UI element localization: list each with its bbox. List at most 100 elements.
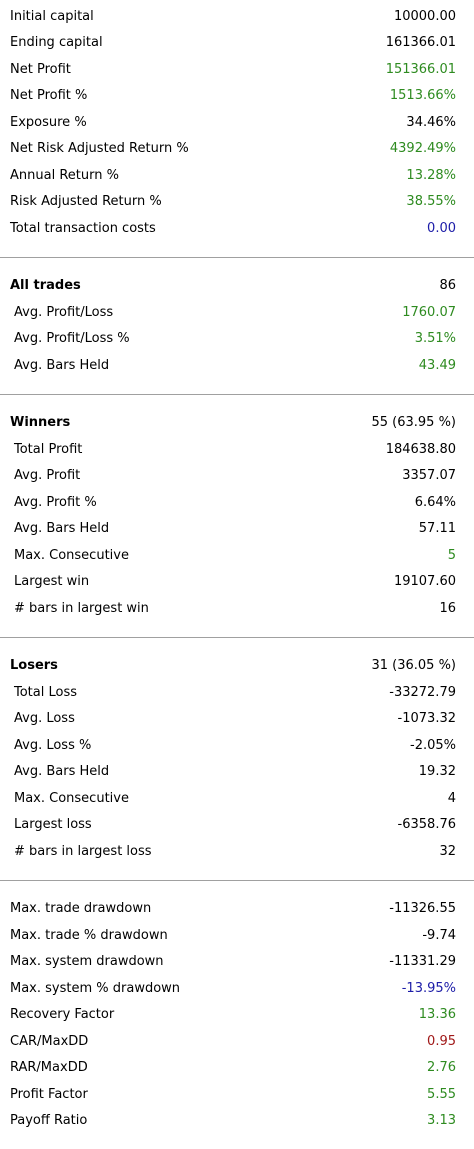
stat-value: 0.00 bbox=[427, 221, 456, 236]
stat-row: CAR/MaxDD 0.95 bbox=[0, 1028, 474, 1055]
stat-row: Winners 55 (63.95 %) bbox=[0, 410, 474, 437]
stat-label: Initial capital bbox=[10, 9, 94, 24]
stat-row: Total Loss-33272.79 bbox=[0, 679, 474, 706]
stat-value: 86 bbox=[439, 278, 456, 293]
stat-label: Total transaction costs bbox=[10, 221, 156, 236]
stat-label: Avg. Loss % bbox=[14, 738, 91, 753]
stat-value: 3357.07 bbox=[402, 468, 456, 483]
stat-label: Net Profit bbox=[10, 62, 71, 77]
stat-value: 34.46% bbox=[406, 115, 456, 130]
stat-row: Avg. Loss % -2.05% bbox=[0, 732, 474, 759]
stat-row: Max. system % drawdown-13.95% bbox=[0, 975, 474, 1002]
stat-value: 0.95 bbox=[427, 1034, 456, 1049]
stat-label: Net Profit % bbox=[10, 88, 87, 103]
stat-label: Max. trade drawdown bbox=[10, 901, 151, 916]
stat-label: # bars in largest loss bbox=[14, 844, 152, 859]
stat-value: 13.36 bbox=[419, 1007, 456, 1022]
stat-row: RAR/MaxDD 2.76 bbox=[0, 1055, 474, 1082]
stat-label: Profit Factor bbox=[10, 1087, 88, 1102]
stat-label: Avg. Bars Held bbox=[14, 764, 109, 779]
stat-value: 1760.07 bbox=[402, 305, 456, 320]
stat-label: Total Loss bbox=[14, 685, 77, 700]
stat-label: Losers bbox=[10, 658, 58, 673]
stat-row: Risk Adjusted Return % 38.55% bbox=[0, 189, 474, 216]
stat-value: 43.49 bbox=[419, 358, 456, 373]
stat-value: 31 (36.05 %) bbox=[371, 658, 456, 673]
stat-row: Avg. Bars Held 19.32 bbox=[0, 759, 474, 786]
stat-row: Avg. Profit % 6.64% bbox=[0, 489, 474, 516]
stat-value: 19.32 bbox=[419, 764, 456, 779]
stat-row: Net Profit 151366.01 bbox=[0, 56, 474, 83]
stat-label: Risk Adjusted Return % bbox=[10, 194, 162, 209]
stat-value: -11331.29 bbox=[389, 954, 456, 969]
stat-label: Largest win bbox=[14, 574, 89, 589]
stat-value: -6358.76 bbox=[398, 817, 456, 832]
stat-row: Avg. Profit/Loss %3.51% bbox=[0, 326, 474, 353]
stat-value: 151366.01 bbox=[386, 62, 456, 77]
stat-label: # bars in largest win bbox=[14, 601, 149, 616]
stat-label: Avg. Profit % bbox=[14, 495, 97, 510]
stat-value: 38.55% bbox=[406, 194, 456, 209]
stat-row: Profit Factor 5.55 bbox=[0, 1081, 474, 1108]
stat-label: CAR/MaxDD bbox=[10, 1034, 88, 1049]
stat-row: # bars in largest loss 32 bbox=[0, 838, 474, 865]
stat-label: Annual Return % bbox=[10, 168, 119, 183]
stat-row: Total transaction costs 0.00 bbox=[0, 215, 474, 242]
stat-value: 3.51% bbox=[415, 331, 456, 346]
stat-label: Ending capital bbox=[10, 35, 103, 50]
stat-row: Max. Consecutive 5 bbox=[0, 542, 474, 569]
stat-label: Avg. Loss bbox=[14, 711, 75, 726]
stat-value: 4392.49% bbox=[390, 141, 456, 156]
stat-row: Avg. Bars Held 43.49 bbox=[0, 352, 474, 379]
stat-value: 161366.01 bbox=[386, 35, 456, 50]
stat-label: Avg. Bars Held bbox=[14, 358, 109, 373]
stat-row: Max. trade % drawdown -9.74 bbox=[0, 922, 474, 949]
stat-label: Max. trade % drawdown bbox=[10, 928, 168, 943]
stat-row: Avg. Profit 3357.07 bbox=[0, 463, 474, 490]
stat-label: Max. Consecutive bbox=[14, 548, 129, 563]
stat-value: -2.05% bbox=[410, 738, 456, 753]
stat-label: Winners bbox=[10, 415, 70, 430]
stat-value: 2.76 bbox=[427, 1060, 456, 1075]
stat-row: Net Profit % 1513.66% bbox=[0, 83, 474, 110]
stat-label: All trades bbox=[10, 278, 81, 293]
stat-row: Max. system drawdown -11331.29 bbox=[0, 949, 474, 976]
stat-row: Recovery Factor 13.36 bbox=[0, 1002, 474, 1029]
stat-row: Largest win 19107.60 bbox=[0, 569, 474, 596]
stat-value: 13.28% bbox=[406, 168, 456, 183]
stat-label: Avg. Profit bbox=[14, 468, 80, 483]
stat-row: Avg. Profit/Loss 1760.07 bbox=[0, 299, 474, 326]
stat-value: -11326.55 bbox=[389, 901, 456, 916]
stat-row: Max. trade drawdown -11326.55 bbox=[0, 896, 474, 923]
stat-value: 19107.60 bbox=[394, 574, 456, 589]
stats-section: Max. trade drawdown -11326.55 Max. trade %… bbox=[0, 881, 474, 1149]
stat-label: Payoff Ratio bbox=[10, 1113, 87, 1128]
stat-label: Exposure % bbox=[10, 115, 87, 130]
stat-value: 5 bbox=[448, 548, 456, 563]
stat-label: RAR/MaxDD bbox=[10, 1060, 88, 1075]
stat-label: Avg. Profit/Loss bbox=[14, 305, 113, 320]
stat-value: 32 bbox=[439, 844, 456, 859]
stat-value: -9.74 bbox=[422, 928, 456, 943]
stat-value: 1513.66% bbox=[390, 88, 456, 103]
stat-value: 5.55 bbox=[427, 1087, 456, 1102]
stat-label: Max. Consecutive bbox=[14, 791, 129, 806]
stat-row: Net Risk Adjusted Return % 4392.49% bbox=[0, 136, 474, 163]
stat-label: Net Risk Adjusted Return % bbox=[10, 141, 189, 156]
stat-label: Avg. Bars Held bbox=[14, 521, 109, 536]
stat-row: All trades 86 bbox=[0, 273, 474, 300]
stat-label: Max. system drawdown bbox=[10, 954, 164, 969]
stat-value: 184638.80 bbox=[386, 442, 456, 457]
stat-row: Avg. Loss-1073.32 bbox=[0, 706, 474, 733]
stat-label: Recovery Factor bbox=[10, 1007, 114, 1022]
stat-value: 55 (63.95 %) bbox=[371, 415, 456, 430]
stat-value: 6.64% bbox=[415, 495, 456, 510]
